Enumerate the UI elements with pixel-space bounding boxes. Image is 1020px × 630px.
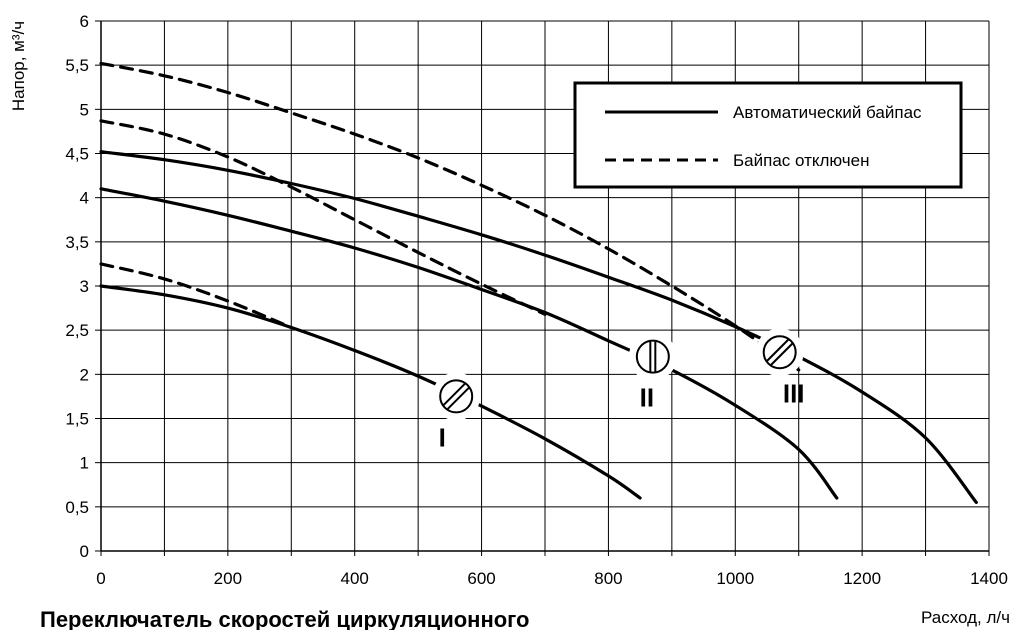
x-tick-label: 200 [214, 569, 242, 588]
curve-auto-bypass-speed-i [99, 284, 642, 500]
y-tick-label: 5,5 [65, 56, 89, 75]
x-axis-label: Расход, л/ч [921, 608, 1010, 627]
curve-auto-bypass-speed-iii [99, 150, 978, 504]
y-axis-label: Напор, м³/ч [9, 21, 28, 111]
y-tick-label: 3 [80, 277, 89, 296]
x-tick-label: 400 [341, 569, 369, 588]
chart-title-bottom: Переключатель скоростей циркуляционного [40, 607, 530, 630]
speed-marker-iii: III [755, 328, 805, 408]
legend-solid-label: Автоматический байпас [733, 103, 922, 122]
legend: Автоматический байпас Байпас отключен [573, 81, 963, 189]
marker-slot-line [765, 338, 790, 362]
y-tick-label: 4,5 [65, 145, 89, 164]
x-tick-label: 1200 [843, 569, 881, 588]
marker-slot-line [446, 386, 470, 411]
tick-labels: 0 0,5 1 1,5 2 2,5 3 3,5 4 4,5 5 5,5 6 0 200 400 600 800 10… [65, 12, 1008, 588]
marker-circle [439, 379, 474, 414]
legend-box [573, 81, 963, 189]
y-tick-label: 2 [80, 365, 89, 384]
x-tick-label: 0 [96, 569, 105, 588]
y-tick-label: 0,5 [65, 498, 89, 517]
marker-slot-line [769, 342, 794, 366]
curve-bypass-off-speed-ii [99, 119, 547, 316]
chart-title-top-cropped [150, 0, 900, 8]
x-tick-label: 800 [594, 569, 622, 588]
y-tick-label: 5 [80, 100, 89, 119]
y-tick-label: 2,5 [65, 321, 89, 340]
y-tick-label: 1,5 [65, 410, 89, 429]
y-tick-label: 1 [80, 454, 89, 473]
speed-marker-ii: II [628, 332, 677, 413]
speed-label-ii: II [640, 383, 654, 413]
x-tick-label: 600 [467, 569, 495, 588]
x-tick-label: 1000 [716, 569, 754, 588]
marker-circle [762, 335, 797, 370]
speed-label-i: I [439, 422, 446, 452]
y-tick-label: 0 [80, 542, 89, 561]
marker-circle [635, 339, 670, 374]
speed-markers: III III [432, 328, 805, 452]
y-tick-label: 3,5 [65, 233, 89, 252]
curve-bypass-off-speed-iii [99, 61, 801, 372]
series-layer [99, 61, 978, 504]
y-tick-label: 6 [80, 12, 89, 31]
marker-slot-line [442, 382, 466, 407]
curve-auto-bypass-speed-ii [99, 187, 839, 500]
curve-bypass-off-speed-i [99, 262, 293, 330]
y-tick-label: 4 [80, 189, 89, 208]
legend-dashed-label: Байпас отключен [733, 151, 869, 170]
x-tick-label: 1400 [970, 569, 1008, 588]
speed-label-iii: III [783, 378, 805, 408]
speed-marker-i: I [432, 372, 481, 452]
